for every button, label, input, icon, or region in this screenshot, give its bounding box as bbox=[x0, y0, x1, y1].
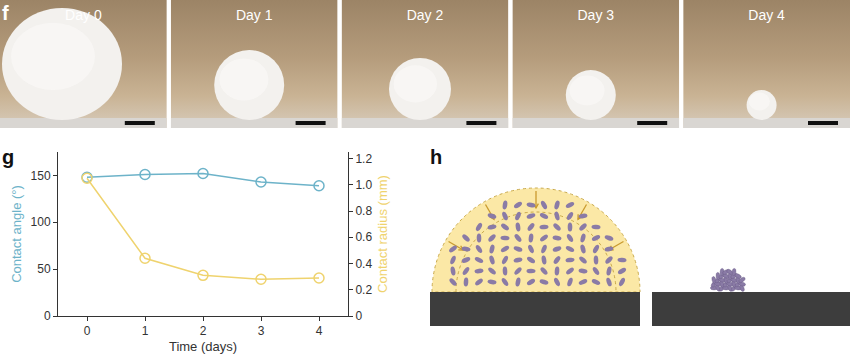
svg-text:2: 2 bbox=[200, 324, 207, 338]
svg-text:1.2: 1.2 bbox=[355, 152, 372, 166]
svg-text:Day 4: Day 4 bbox=[748, 7, 785, 23]
svg-text:Day 1: Day 1 bbox=[236, 7, 273, 23]
svg-text:0.4: 0.4 bbox=[355, 257, 372, 271]
svg-text:Contact angle (°): Contact angle (°) bbox=[9, 185, 24, 283]
svg-text:1.0: 1.0 bbox=[355, 178, 372, 192]
svg-text:50: 50 bbox=[37, 262, 51, 276]
svg-text:Contact radius (mm): Contact radius (mm) bbox=[375, 175, 390, 293]
svg-text:0: 0 bbox=[44, 309, 51, 323]
svg-text:100: 100 bbox=[31, 215, 51, 229]
svg-text:0.8: 0.8 bbox=[355, 204, 372, 218]
html-text:g: g bbox=[2, 146, 15, 168]
svg-text:0: 0 bbox=[84, 324, 91, 338]
html-text:h: h bbox=[430, 146, 443, 168]
svg-text:0.6: 0.6 bbox=[355, 230, 372, 244]
html-text:f: f bbox=[2, 2, 9, 24]
svg-text:Day 0: Day 0 bbox=[65, 7, 102, 23]
svg-text:1: 1 bbox=[142, 324, 149, 338]
svg-text:0.2: 0.2 bbox=[355, 283, 372, 297]
svg-text:150: 150 bbox=[31, 169, 51, 183]
svg-text:Day 3: Day 3 bbox=[578, 7, 615, 23]
svg-text:Day 2: Day 2 bbox=[407, 7, 444, 23]
svg-text:0: 0 bbox=[355, 309, 362, 323]
svg-text:3: 3 bbox=[258, 324, 265, 338]
svg-text:4: 4 bbox=[316, 324, 323, 338]
svg-text:Time (days): Time (days) bbox=[169, 339, 237, 354]
